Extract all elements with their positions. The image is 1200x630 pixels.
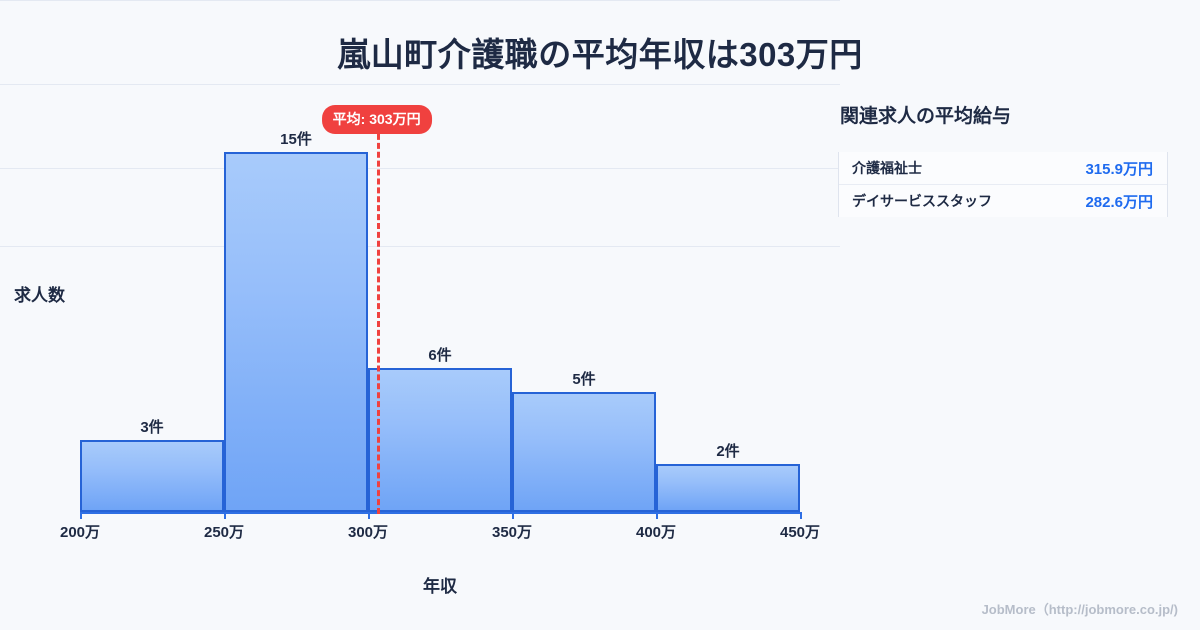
bar: 5件 [512, 371, 656, 512]
related-salary-row: 介護福祉士 315.9万円 [839, 152, 1167, 184]
x-axis-tick-labels: 200万 250万 300万 350万 400万 450万 [0, 521, 840, 547]
x-axis-tick-marks [80, 512, 802, 519]
bar: 15件 [224, 131, 368, 512]
related-salary-table: 介護福祉士 315.9万円デイサービススタッフ 282.6万円 [838, 152, 1168, 217]
x-axis-title: 年収 [423, 577, 457, 596]
tick-mark [80, 512, 82, 519]
chart-plot-region: 3件 15件 6件 5件 2件 200万 250万 300万 350万 400万 450万 求人数… [0, 0, 840, 596]
tick-mark [800, 512, 802, 519]
chart-bars: 3件 15件 6件 5件 2件 [80, 98, 800, 512]
tick-mark [512, 512, 514, 519]
y-axis-title: 求人数 [14, 286, 65, 305]
chart-gridlines [0, 0, 840, 247]
x-tick-label: 450万 [779, 524, 821, 541]
tick-mark [368, 512, 370, 519]
tick-mark [224, 512, 226, 519]
footer-credit: JobMore（http://jobmore.co.jp/) [981, 602, 1178, 617]
x-axis-baseline [80, 512, 800, 514]
related-salary-amount: 282.6万円 [1085, 193, 1153, 211]
bar: 3件 [80, 419, 224, 512]
related-salary-row: デイサービススタッフ 282.6万円 [839, 184, 1167, 217]
tick-mark [656, 512, 658, 519]
related-salary-job-label: デイサービススタッフ [852, 193, 992, 209]
bar-value-label: 3件 [140, 419, 164, 436]
related-salary-job-label: 介護福祉士 [852, 160, 922, 176]
gridline-3 [0, 246, 840, 247]
mean-annotation-badge: 平均: 303万円 [321, 105, 432, 134]
gridline-1 [0, 84, 840, 85]
related-salary-title: 関連求人の平均給与 [840, 106, 1012, 127]
bar-value-label: 5件 [572, 371, 596, 388]
x-tick-label: 400万 [635, 524, 677, 541]
x-tick-label: 300万 [347, 524, 389, 541]
mean-reference-line [376, 125, 380, 514]
gridline-0 [0, 0, 840, 1]
bar-value-label: 15件 [280, 131, 312, 148]
bar-value-label: 2件 [716, 443, 740, 460]
bar: 2件 [656, 443, 800, 512]
gridline-2 [0, 168, 840, 169]
page-title: 嵐山町介護職の平均年収は303万円 [337, 36, 863, 73]
x-tick-label: 350万 [491, 524, 533, 541]
related-salary-panel: 関連求人の平均給与 介護福祉士 315.9万円デイサービススタッフ 282.6万円 [838, 98, 1168, 217]
x-tick-label: 250万 [203, 524, 245, 541]
x-tick-label: 200万 [59, 524, 101, 541]
bar: 6件 [368, 347, 512, 512]
related-salary-amount: 315.9万円 [1085, 160, 1153, 178]
bar-value-label: 6件 [428, 347, 452, 364]
